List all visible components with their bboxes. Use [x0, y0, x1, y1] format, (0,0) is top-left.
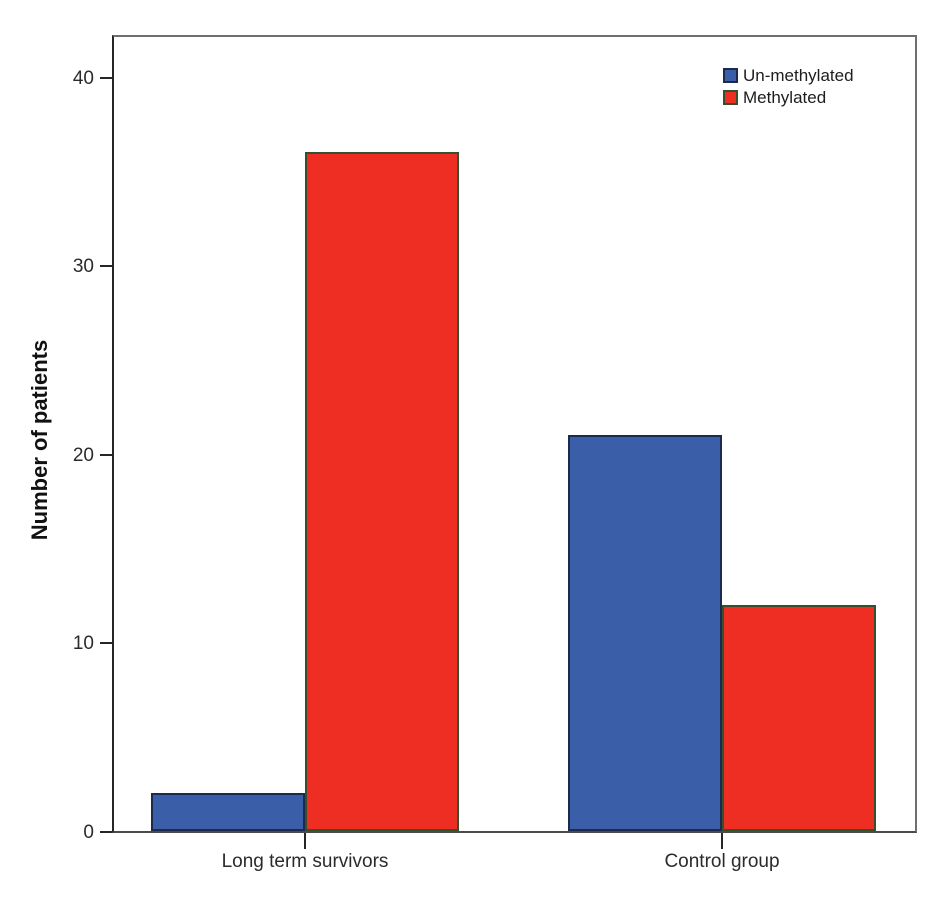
y-tick-30	[100, 265, 112, 267]
bars-layer	[112, 35, 917, 831]
bar-methylated-control-group	[722, 605, 876, 831]
bar-un-methylated-control-group	[568, 435, 722, 831]
y-tick-label-40: 40	[72, 68, 94, 89]
legend-label-methylated: Methylated	[743, 88, 827, 107]
x-category-label-long-term-survivors: Long term survivors	[221, 851, 389, 872]
x-category-label-control-group: Control group	[664, 851, 780, 872]
legend: Un-methylated Methylated	[723, 66, 854, 110]
legend-swatch-methylated	[723, 90, 738, 105]
y-tick-label-30: 30	[72, 256, 94, 277]
y-tick-label-10: 10	[72, 633, 94, 654]
y-tick-40	[100, 77, 112, 79]
legend-label-un-methylated: Un-methylated	[743, 66, 854, 85]
y-tick-10	[100, 642, 112, 644]
legend-item-un-methylated: Un-methylated	[723, 66, 854, 85]
x-tick-long-term-survivors	[304, 833, 306, 849]
bar-un-methylated-long-term-survivors	[151, 793, 305, 831]
plot-area: Un-methylated Methylated	[112, 35, 917, 833]
y-tick-label-20: 20	[72, 445, 94, 466]
legend-swatch-un-methylated	[723, 68, 738, 83]
x-tick-control-group	[721, 833, 723, 849]
y-tick-0	[100, 831, 112, 833]
y-axis-title: Number of patients	[27, 339, 52, 541]
y-tick-label-0: 0	[83, 822, 94, 843]
y-tick-20	[100, 454, 112, 456]
legend-item-methylated: Methylated	[723, 88, 854, 107]
bar-methylated-long-term-survivors	[305, 152, 459, 831]
